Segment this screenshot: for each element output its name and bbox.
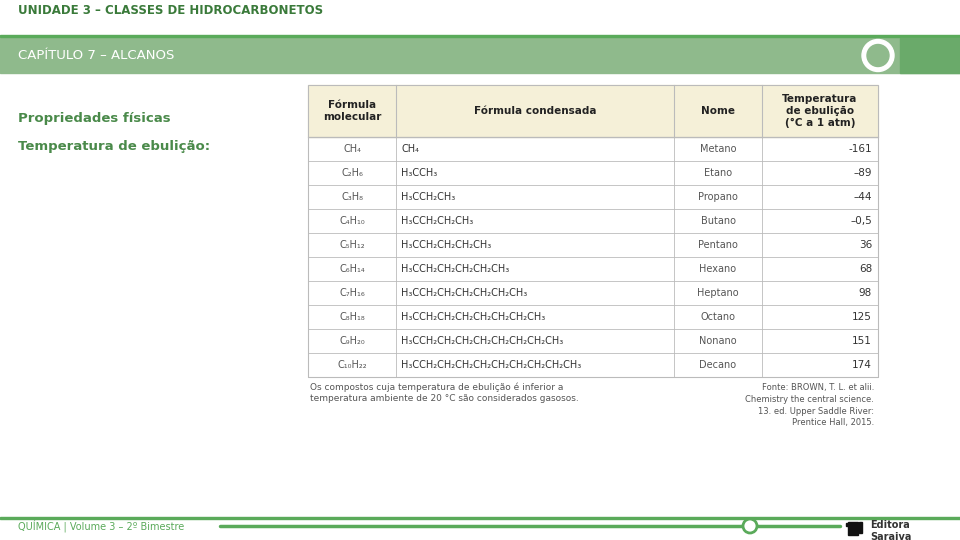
Text: 125: 125 (852, 312, 872, 322)
Text: Etano: Etano (704, 168, 732, 178)
Text: H₃CCH₂CH₂CH₂CH₂CH₂CH₂CH₂CH₃: H₃CCH₂CH₂CH₂CH₂CH₂CH₂CH₂CH₃ (401, 336, 564, 346)
Bar (308, 329, 878, 353)
Circle shape (862, 39, 894, 71)
Text: H₃CCH₂CH₂CH₂CH₂CH₃: H₃CCH₂CH₂CH₂CH₂CH₃ (401, 264, 509, 274)
Bar (308, 233, 878, 257)
Circle shape (743, 519, 757, 533)
Text: Metano: Metano (700, 144, 736, 154)
Text: Hexano: Hexano (700, 264, 736, 274)
Text: Temperatura de ebulição:: Temperatura de ebulição: (18, 140, 210, 153)
Text: Propano: Propano (698, 192, 738, 202)
Text: Fonte: BROWN, T. L. et alii.
Chemistry the central science.
13. ed. Upper Saddle: Fonte: BROWN, T. L. et alii. Chemistry t… (745, 383, 874, 427)
Text: –89: –89 (853, 168, 872, 178)
Text: 68: 68 (859, 264, 872, 274)
Bar (308, 257, 878, 281)
Text: C₃H₈: C₃H₈ (341, 192, 363, 202)
Text: Nome: Nome (701, 106, 735, 116)
Text: 151: 151 (852, 336, 872, 346)
Text: C₂H₆: C₂H₆ (341, 168, 363, 178)
Text: Propriedades físicas: Propriedades físicas (18, 112, 171, 125)
Text: CH₄: CH₄ (401, 144, 419, 154)
Bar (0, 35, 960, 37)
Bar (308, 85, 878, 137)
Text: H₃CCH₂CH₂CH₂CH₂CH₂CH₃: H₃CCH₂CH₂CH₂CH₂CH₂CH₃ (401, 288, 527, 298)
Text: C₈H₁₈: C₈H₁₈ (339, 312, 365, 322)
Text: Fórmula
molecular: Fórmula molecular (323, 100, 381, 122)
Text: Os compostos cuja temperatura de ebulição é inferior a: Os compostos cuja temperatura de ebuliçã… (310, 383, 564, 393)
Text: Heptano: Heptano (697, 288, 739, 298)
Bar (900, 38, 960, 73)
Bar (859, 522, 862, 533)
Text: CH₄: CH₄ (343, 144, 361, 154)
Text: H₃CCH₂CH₂CH₃: H₃CCH₂CH₂CH₃ (401, 216, 473, 226)
Bar (308, 353, 878, 377)
Text: H₃CCH₂CH₂CH₂CH₂CH₂CH₂CH₂CH₂CH₃: H₃CCH₂CH₂CH₂CH₂CH₂CH₂CH₂CH₂CH₃ (401, 360, 581, 370)
Text: Butano: Butano (701, 216, 735, 226)
Text: C₅H₁₂: C₅H₁₂ (339, 240, 365, 250)
Text: H₃CCH₂CH₂CH₂CH₂CH₂CH₂CH₃: H₃CCH₂CH₂CH₂CH₂CH₂CH₂CH₃ (401, 312, 545, 322)
Text: C₁₀H₂₂: C₁₀H₂₂ (337, 360, 367, 370)
Bar (308, 281, 878, 305)
Text: –0,5: –0,5 (851, 216, 872, 226)
Text: 174: 174 (852, 360, 872, 370)
Text: C₇H₁₆: C₇H₁₆ (339, 288, 365, 298)
Bar (0, 38, 960, 73)
Text: Pentano: Pentano (698, 240, 738, 250)
Bar (0, 517, 960, 519)
Bar (308, 161, 878, 185)
Text: C₉H₂₀: C₉H₂₀ (339, 336, 365, 346)
Text: UNIDADE 3 – CLASSES DE HIDROCARBONETOS: UNIDADE 3 – CLASSES DE HIDROCARBONETOS (18, 3, 324, 17)
Bar (308, 305, 878, 329)
Text: 98: 98 (859, 288, 872, 298)
Text: 36: 36 (859, 240, 872, 250)
Text: Nonano: Nonano (699, 336, 737, 346)
Bar (846, 523, 860, 526)
Text: Octano: Octano (701, 312, 735, 322)
Text: QUÍMICA | Volume 3 – 2º Bimestre: QUÍMICA | Volume 3 – 2º Bimestre (18, 520, 184, 532)
Text: H₃CCH₃: H₃CCH₃ (401, 168, 437, 178)
Bar (0, 0, 960, 35)
Bar (308, 185, 878, 209)
Text: Editora
Saraiva: Editora Saraiva (870, 520, 911, 540)
Text: C₆H₁₄: C₆H₁₄ (339, 264, 365, 274)
Circle shape (867, 44, 889, 66)
Text: Decano: Decano (700, 360, 736, 370)
Text: H₃CCH₂CH₃: H₃CCH₂CH₃ (401, 192, 455, 202)
Text: C₄H₁₀: C₄H₁₀ (339, 216, 365, 226)
Text: Fórmula condensada: Fórmula condensada (473, 106, 596, 116)
Bar (308, 209, 878, 233)
Text: H₃CCH₂CH₂CH₂CH₃: H₃CCH₂CH₂CH₂CH₃ (401, 240, 492, 250)
Text: –44: –44 (853, 192, 872, 202)
Text: temperatura ambiente de 20 °C são considerados gasosos.: temperatura ambiente de 20 °C são consid… (310, 394, 579, 403)
Text: CAPÍTULO 7 – ALCANOS: CAPÍTULO 7 – ALCANOS (18, 49, 175, 62)
Text: Temperatura
de ebulição
(°C a 1 atm): Temperatura de ebulição (°C a 1 atm) (782, 93, 857, 129)
Bar (308, 137, 878, 161)
Text: -161: -161 (849, 144, 872, 154)
Bar (848, 522, 858, 535)
